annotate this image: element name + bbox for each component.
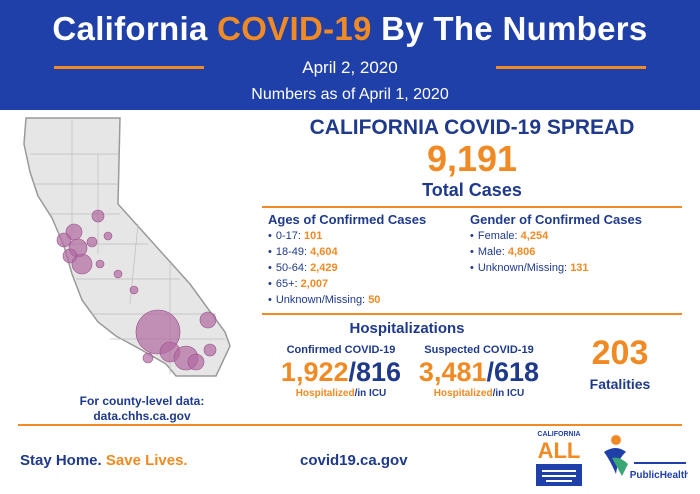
- list-item: • 0-17: 101: [268, 230, 323, 242]
- page-title: California COVID-19 By The Numbers: [52, 10, 648, 47]
- divider-top: [262, 206, 682, 208]
- california-for-all-logo: CALIFORNIA ALL: [536, 431, 582, 486]
- list-item: • 65+: 2,007: [268, 278, 329, 290]
- ages-heading: Ages of Confirmed Cases: [268, 212, 427, 227]
- total-cases-label: Total Cases: [422, 180, 522, 200]
- hospitalizations-title: Hospitalizations: [349, 320, 465, 337]
- gender-list: • Female: 4,254 • Male: 4,806 • Unknown/Mis…: [470, 228, 589, 276]
- county-data-note: For county-level data: data.chhs.ca.gov: [62, 394, 222, 424]
- confirmed-heading: Confirmed COVID-19: [286, 344, 396, 356]
- list-item: • Female: 4,254: [470, 230, 549, 242]
- county-data-link[interactable]: data.chhs.ca.gov: [93, 409, 191, 423]
- ages-list: • 0-17: 101 • 18-49: 4,604 • 50-64: 2,429 •…: [268, 228, 380, 308]
- confirmed-numbers: 1,922/816: [280, 357, 402, 387]
- list-item: • 18-49: 4,604: [268, 246, 338, 258]
- report-date: April 2, 2020: [302, 58, 398, 77]
- list-item: • 50-64: 2,429: [268, 262, 338, 274]
- list-item: • Male: 4,806: [470, 246, 536, 258]
- suspected-hospitalizations: Suspected COVID-19 3,481/618 Hospitalize…: [410, 344, 548, 399]
- california-map: [23, 117, 231, 377]
- divider-middle: [262, 313, 682, 315]
- total-cases-number: 9,191: [426, 138, 518, 179]
- slogan: Stay Home. Save Lives.: [20, 452, 188, 469]
- gender-heading: Gender of Confirmed Cases: [470, 212, 642, 227]
- suspected-numbers: 3,481/618: [418, 357, 540, 387]
- confirmed-hospitalizations: Confirmed COVID-19 1,922/816 Hospitalize…: [272, 344, 410, 399]
- header-rule-right: [496, 66, 646, 69]
- svg-text:ALL: ALL: [538, 438, 581, 463]
- confirmed-labels: Hospitalized/in ICU: [295, 388, 387, 399]
- footer-divider: [18, 424, 682, 426]
- california-outline: [23, 117, 231, 377]
- suspected-labels: Hospitalized/in ICU: [433, 388, 525, 399]
- county-note-label: For county-level data:: [79, 394, 205, 408]
- header-rule-left: [54, 66, 204, 69]
- website-link[interactable]: covid19.ca.gov: [300, 452, 408, 469]
- fatalities-label: Fatalities: [589, 376, 651, 392]
- list-item: • Unknown/Missing: 131: [470, 262, 589, 274]
- spread-title: CALIFORNIA COVID-19 SPREAD: [309, 116, 635, 139]
- suspected-heading: Suspected COVID-19: [424, 344, 534, 356]
- header-banner: California COVID-19 By The Numbers April…: [0, 0, 700, 110]
- public-health-logo: PublicHealth: [604, 435, 688, 481]
- list-item: • Unknown/Missing: 50: [268, 294, 381, 306]
- case-bubbles: [56, 209, 217, 371]
- as-of-date: Numbers as of April 1, 2020: [251, 86, 449, 103]
- svg-text:CALIFORNIA: CALIFORNIA: [537, 431, 580, 438]
- fatalities-number: 203: [591, 334, 649, 372]
- svg-text:PublicHealth: PublicHealth: [630, 470, 688, 481]
